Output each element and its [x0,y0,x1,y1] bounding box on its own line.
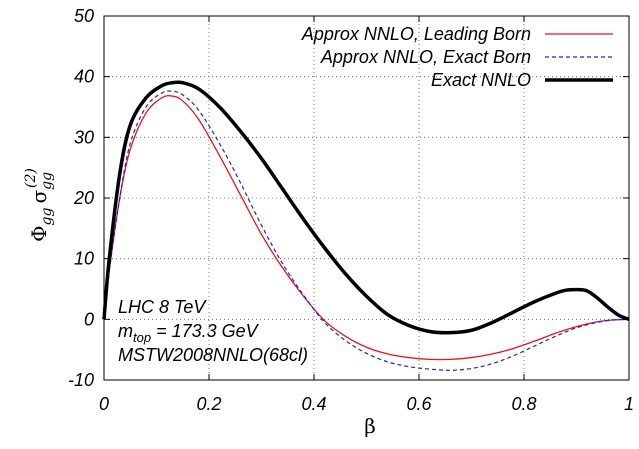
grid [104,16,629,380]
annotation-pdf: MSTW2008NNLO(68cl) [118,345,308,365]
series-line-2 [103,90,630,371]
y-axis-label-phi: Φ [27,225,51,241]
legend-label: Exact NNLO [431,70,531,90]
y-tick-label: 20 [73,188,94,208]
y-tick-label: -10 [68,370,94,390]
x-tick-label: 1 [624,394,634,414]
annotation-lhc: LHC 8 TeV [118,297,207,317]
annotation-mtop-m: m [118,321,133,341]
annotation-block: LHC 8 TeV mtop = 173.3 GeV MSTW2008NNLO(… [118,297,308,365]
series-line-1 [103,95,630,361]
annotation-mtop-sub: top [133,330,151,345]
x-tick-label: 0.4 [301,394,326,414]
y-tick-label: 0 [84,309,94,329]
y-tick-label: 30 [74,127,94,147]
legend-label: Approx NNLO, Exact Born [320,47,531,67]
x-tick-label: 0.2 [196,394,221,414]
y-axis-label-sigma-sup: (2) [23,168,39,188]
y-tick-label: 40 [74,67,94,87]
y-axis-label-sigma: σ [27,190,51,204]
x-tick-label: 0.6 [406,394,432,414]
x-tick-label: 0 [99,394,109,414]
series-layer [102,80,630,371]
x-tick-label: 0.8 [511,394,536,414]
legend-label: Approx NNLO, Leading Born [301,24,531,44]
y-tick-label: 50 [74,6,94,26]
y-tick-label: 10 [74,249,94,269]
annotation-mtop-value: = 173.3 GeV [151,321,260,341]
x-axis-label: β [364,414,376,438]
annotation-mtop: mtop = 173.3 GeV [118,321,260,345]
y-axis-label-phi-sub: gg [39,208,55,226]
series-line-3 [102,80,630,335]
legend: Approx NNLO, Leading Born Approx NNLO, Ex… [301,24,613,90]
y-axis-label: Φggσgg(2) [23,168,55,242]
y-axis-label-sigma-sub: gg [39,172,55,190]
